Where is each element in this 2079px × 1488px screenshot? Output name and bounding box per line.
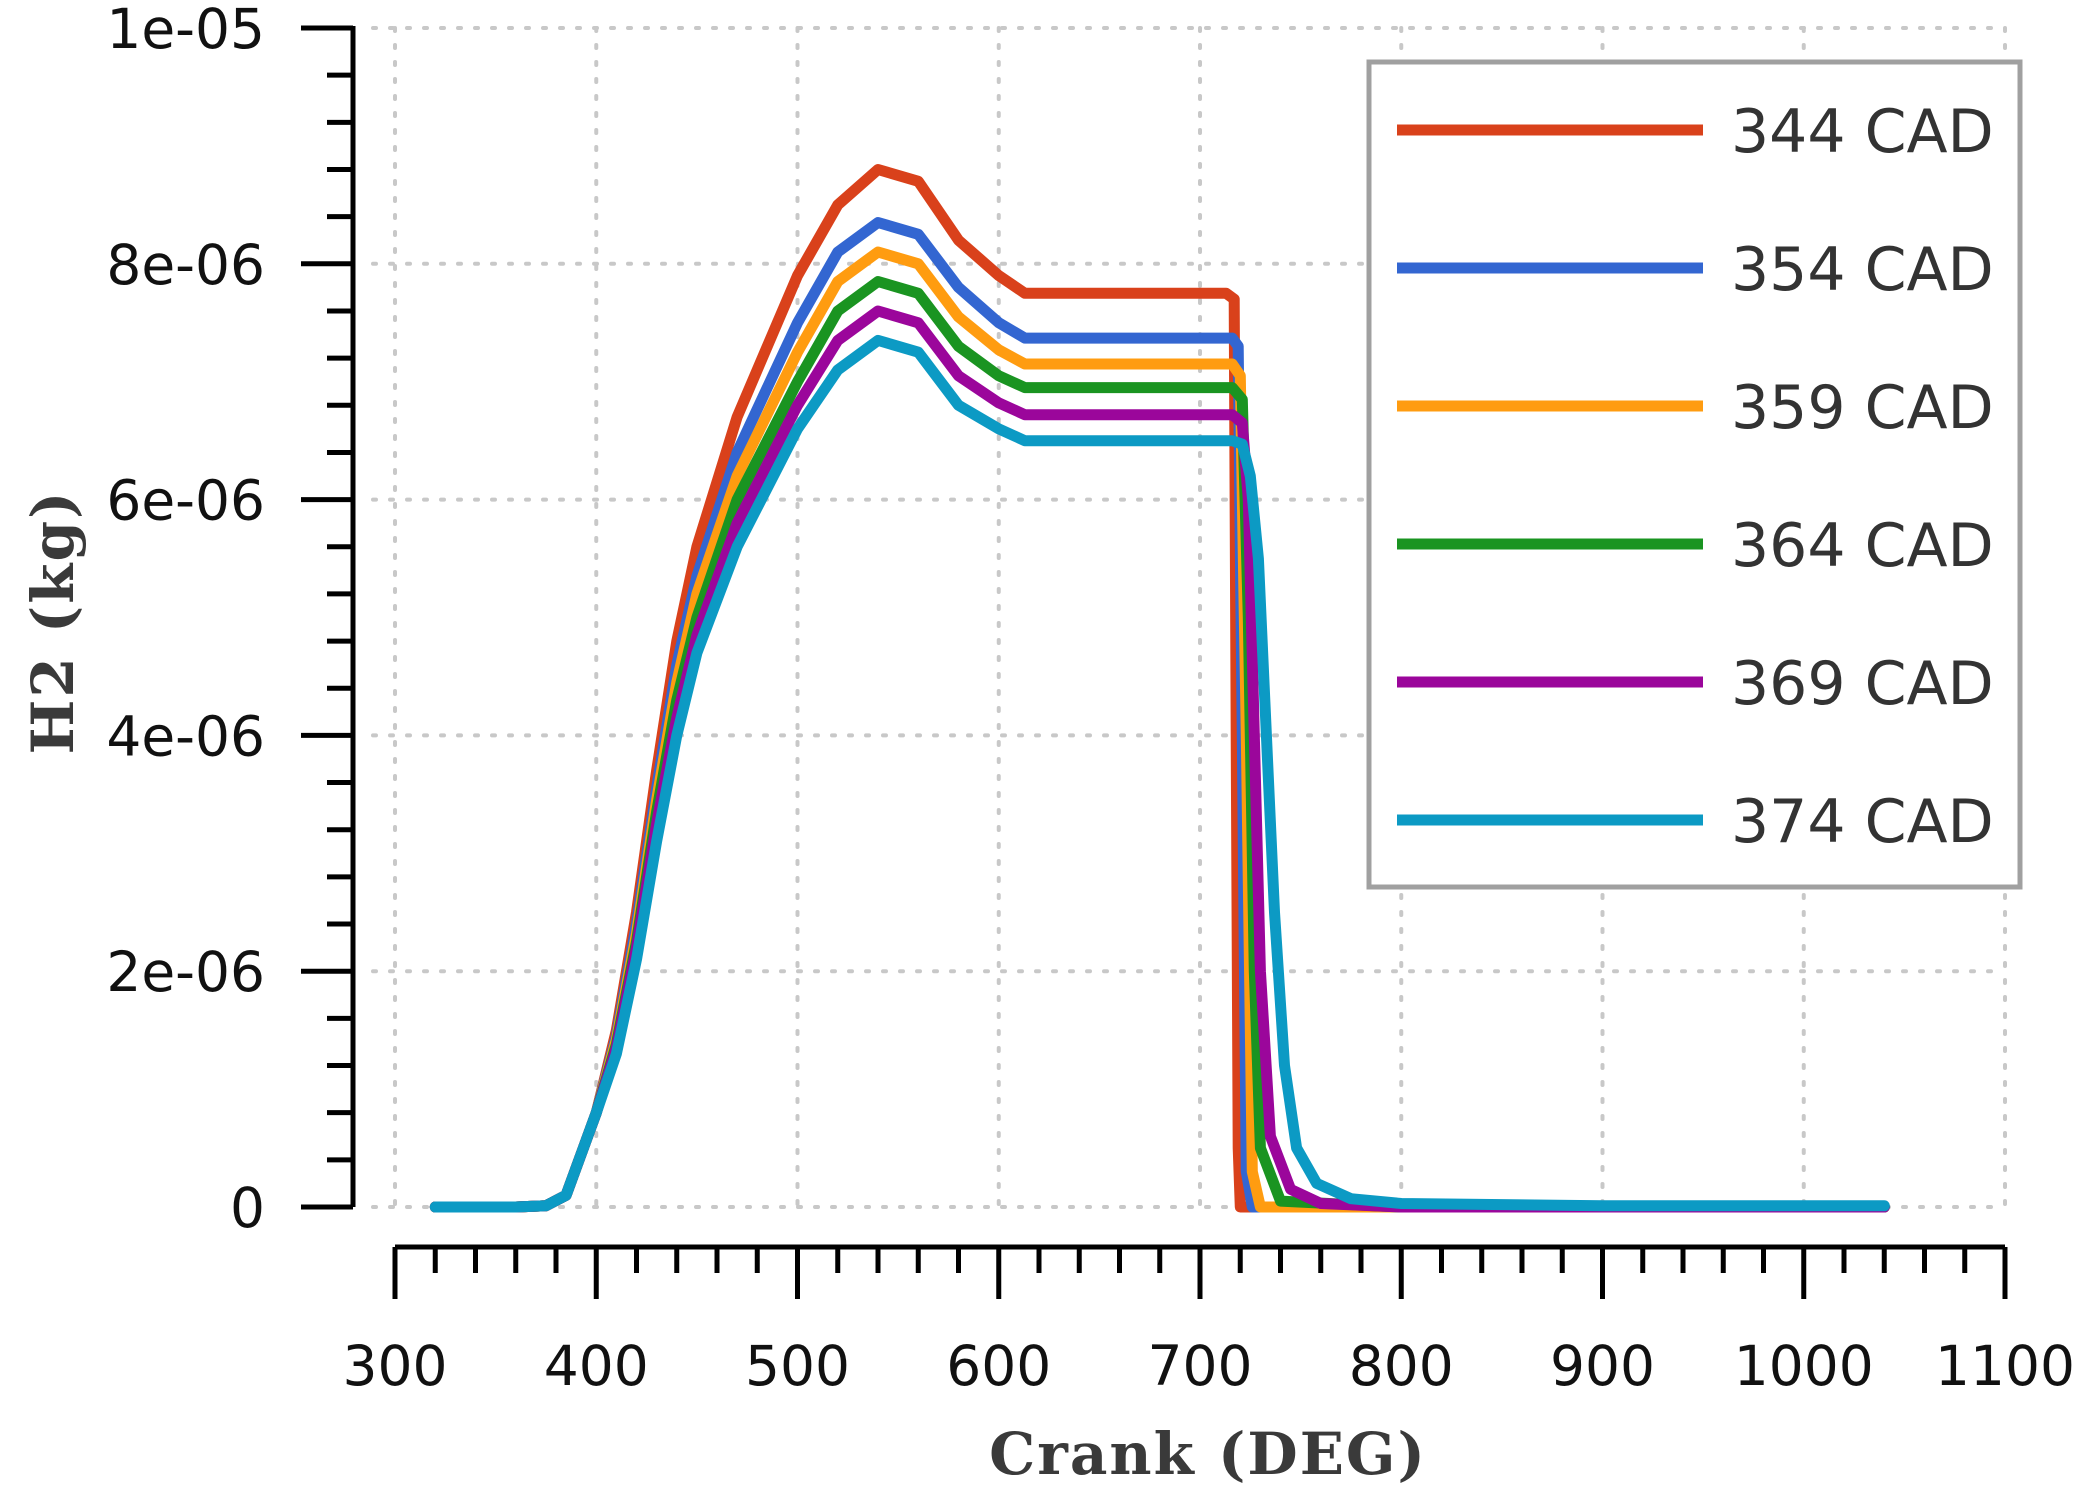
series-lines bbox=[429, 164, 1890, 1213]
y-tick-label: 4e-06 bbox=[106, 704, 265, 768]
legend-label: 364 CAD bbox=[1731, 511, 1994, 581]
x-tick-label: 1100 bbox=[1935, 1334, 2075, 1398]
legend-label: 374 CAD bbox=[1731, 787, 1994, 857]
legend: 344 CAD 354 CAD 359 CAD 364 CAD 369 CAD 374 C… bbox=[1366, 59, 2023, 890]
y-tick-label: 0 bbox=[230, 1176, 265, 1240]
y-axis-title: H2 (kg) bbox=[19, 490, 87, 755]
x-axis-title: Crank (DEG) bbox=[989, 1420, 1427, 1488]
x-tick-label: 1000 bbox=[1734, 1334, 1874, 1398]
x-tick-label: 900 bbox=[1550, 1334, 1655, 1398]
y-tick-label: 8e-06 bbox=[106, 233, 265, 297]
y-tick-label: 6e-06 bbox=[106, 469, 265, 533]
legend-label: 359 CAD bbox=[1731, 373, 1994, 443]
x-tick-label: 400 bbox=[544, 1334, 649, 1398]
x-tick-label: 700 bbox=[1148, 1334, 1253, 1398]
x-tick-label: 600 bbox=[946, 1334, 1051, 1398]
x-tick-label: 300 bbox=[343, 1334, 448, 1398]
legend-label: 354 CAD bbox=[1731, 235, 1994, 305]
legend-label: 344 CAD bbox=[1731, 97, 1994, 167]
y-tick-label: 1e-05 bbox=[106, 0, 265, 61]
legend-box bbox=[1366, 59, 2023, 890]
x-tick-label: 500 bbox=[745, 1334, 850, 1398]
series-line-374-cad bbox=[429, 334, 1890, 1213]
legend-label: 369 CAD bbox=[1731, 649, 1994, 719]
x-tick-label: 800 bbox=[1349, 1334, 1454, 1398]
y-tick-label: 2e-06 bbox=[106, 940, 265, 1004]
axes: 0 2e-06 4e-06 6e-06 8e-06 1e-05 300 400 500 600 70… bbox=[106, 0, 2075, 1398]
